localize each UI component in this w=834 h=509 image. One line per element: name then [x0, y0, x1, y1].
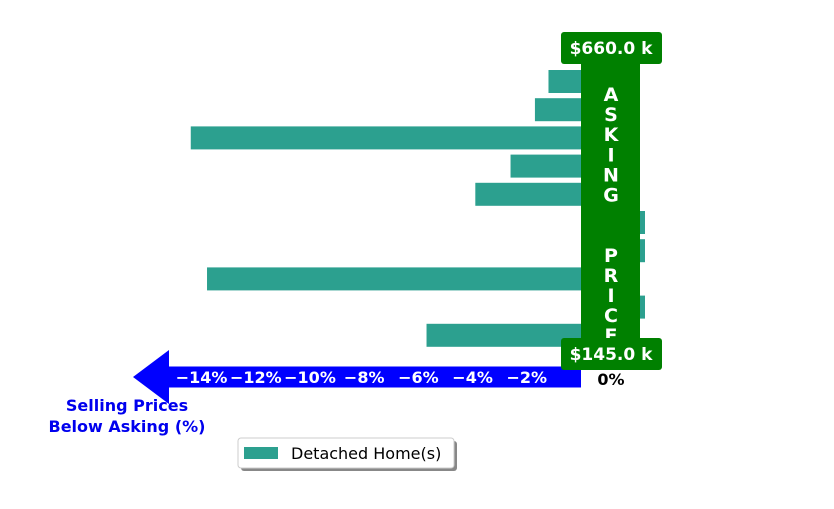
- bar: [475, 182, 581, 206]
- bar: [548, 70, 581, 93]
- tick-labels: −14% −12% −10% −8% −6% −4% −2%: [176, 368, 547, 387]
- tick-label: −8%: [344, 368, 385, 387]
- asking-letter: S: [604, 104, 618, 126]
- axis-arrow: [133, 350, 581, 404]
- tick-label: −14%: [176, 368, 228, 387]
- x-axis-label-line: Below Asking (%): [49, 417, 206, 436]
- asking-letter: G: [603, 185, 619, 207]
- top-price-badge: [561, 32, 662, 64]
- tick-label: −12%: [230, 368, 282, 387]
- bottom-price-badge: [561, 338, 662, 370]
- tick-label: −2%: [507, 368, 548, 387]
- asking-letter: N: [603, 164, 619, 186]
- bar: [190, 126, 581, 150]
- bar: [534, 98, 581, 122]
- legend-entry: Detached Home(s): [291, 444, 441, 463]
- x-axis-label-line: Selling Prices: [66, 396, 188, 415]
- x-axis-label: Selling Prices Below Asking (%): [49, 396, 206, 436]
- x-axis: −14% −12% −10% −8% −6% −4% −2% 0%: [133, 350, 625, 404]
- bars-group: [190, 70, 645, 347]
- asking-letter: I: [607, 285, 614, 307]
- bar: [207, 267, 581, 291]
- legend-box: [237, 437, 455, 469]
- tick-label: −4%: [452, 368, 493, 387]
- asking-letter: A: [604, 84, 619, 106]
- bar: [426, 323, 581, 347]
- asking-letter: I: [607, 144, 614, 166]
- asking-letter: K: [604, 124, 620, 146]
- tick-label: −10%: [284, 368, 336, 387]
- asking-price-band: [581, 58, 640, 358]
- bottom-price-label: $145.0 k: [570, 345, 654, 365]
- legend-swatch: [244, 447, 278, 459]
- asking-letter: R: [604, 265, 619, 287]
- zero-tick-label: 0%: [597, 370, 624, 389]
- legend: Detached Home(s): [237, 437, 457, 471]
- top-price-label: $660.0 k: [570, 39, 654, 59]
- asking-letter: P: [604, 245, 618, 267]
- tick-label: −6%: [398, 368, 439, 387]
- asking-letter: C: [604, 305, 618, 327]
- bar: [510, 154, 581, 178]
